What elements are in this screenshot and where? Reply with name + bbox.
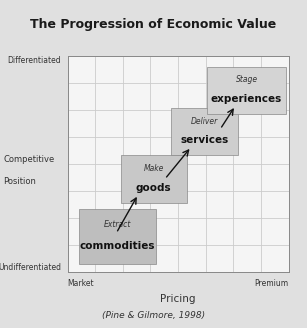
Text: Stage: Stage	[235, 75, 258, 84]
Text: goods: goods	[136, 183, 172, 193]
Text: Differentiated: Differentiated	[7, 56, 61, 65]
Bar	[121, 155, 187, 203]
Bar	[207, 67, 286, 114]
Text: (Pine & Gilmore, 1998): (Pine & Gilmore, 1998)	[102, 311, 205, 320]
Text: Premium: Premium	[255, 279, 289, 288]
Text: Position: Position	[3, 177, 36, 186]
Text: Pricing: Pricing	[160, 294, 196, 304]
Text: Extract: Extract	[103, 220, 131, 229]
Text: The Progression of Economic Value: The Progression of Economic Value	[30, 18, 277, 31]
Text: experiences: experiences	[211, 94, 282, 104]
Text: commodities: commodities	[80, 241, 155, 251]
Bar	[79, 210, 156, 264]
Bar	[171, 108, 238, 155]
Text: Deliver: Deliver	[191, 116, 218, 126]
Text: Make: Make	[144, 164, 164, 173]
Text: Market: Market	[68, 279, 94, 288]
Text: services: services	[181, 135, 229, 145]
Text: Competitive: Competitive	[3, 155, 54, 164]
Text: Undifferentiated: Undifferentiated	[0, 263, 61, 272]
